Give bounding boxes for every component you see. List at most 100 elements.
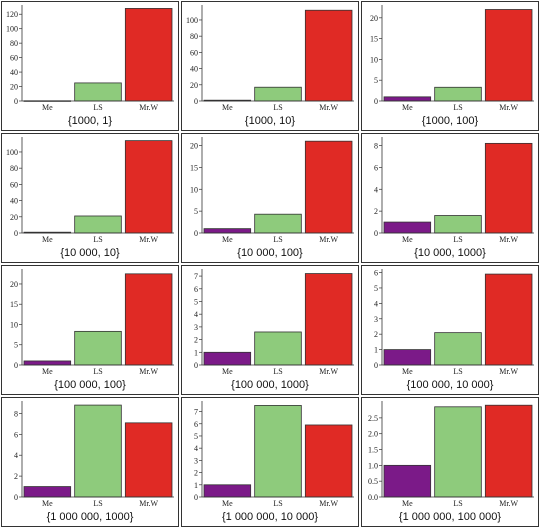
bar-mrw (124, 273, 173, 366)
y-tick-label: 15 (370, 35, 378, 44)
panel-title: {100 000, 10 000} (407, 379, 494, 391)
y-tick-label: 4 (374, 185, 378, 194)
bar-ls (254, 331, 302, 366)
y-tick-label: 7 (194, 272, 198, 281)
y-tick-label: 3 (194, 323, 198, 332)
chart-panel: Me LS Mr.W 0.0 0.5 1.0 1.5 2.0 2.5 {1 000 000, 10… (361, 397, 539, 527)
y-tick-label: 40 (190, 65, 198, 74)
panel-frame (181, 1, 359, 131)
bar-ls (434, 215, 482, 234)
panel-title: {10 000, 100} (237, 247, 303, 259)
category-label: LS (273, 499, 282, 508)
y-tick-label: 1.5 (368, 446, 378, 455)
y-tick-label: 0.0 (368, 493, 378, 502)
y-tick-label: 20 (190, 81, 198, 90)
bar-ls (74, 215, 122, 234)
y-tick-label: 10 (370, 55, 378, 64)
y-tick-label: 100 (6, 148, 18, 157)
category-label: Mr.W (319, 499, 338, 508)
y-tick-label: 4 (194, 444, 198, 453)
y-tick-label: 2.5 (368, 414, 378, 423)
y-tick-label: 2 (194, 336, 198, 345)
y-tick-label: 6 (374, 163, 378, 172)
y-tick-label: 4 (194, 310, 198, 319)
y-tick-label: 0 (194, 97, 198, 106)
y-tick-label: 0 (374, 229, 378, 238)
chart-panel: Me LS Mr.W 0 1 2 3 4 5 6 7 {100 000, 1000} (181, 265, 359, 395)
y-tick-label: 5 (374, 284, 378, 293)
panel-frame (361, 265, 539, 395)
y-tick-label: 60 (10, 180, 18, 189)
chart-panel: Me LS Mr.W 0 5 10 15 20 {1000, 100} (361, 1, 539, 131)
y-tick-label: 80 (10, 164, 18, 173)
bar-ls (434, 406, 482, 498)
category-label: Me (222, 103, 233, 112)
bar-mrw (484, 142, 533, 234)
category-label: LS (273, 103, 282, 112)
category-label: LS (93, 235, 102, 244)
category-label: LS (273, 367, 282, 376)
chart-panel: Me LS Mr.W 0 2 4 6 8 {10 000, 1000} (361, 133, 539, 263)
bar-me (23, 486, 72, 498)
category-label: Me (222, 499, 233, 508)
panel-title: {100 000, 1000} (231, 379, 309, 391)
bar-me (23, 360, 72, 366)
category-label: Me (222, 367, 233, 376)
y-tick-label: 4 (14, 451, 18, 460)
y-tick-label: 2 (14, 472, 18, 481)
chart-panel: Me LS Mr.W 0 20 40 60 80 100 {1000, 10} (181, 1, 359, 131)
category-label: Me (42, 103, 53, 112)
y-tick-label: 2 (374, 207, 378, 216)
category-label: LS (453, 499, 462, 508)
y-tick-label: 20 (190, 142, 198, 151)
panel-frame (1, 397, 179, 527)
category-label: LS (453, 367, 462, 376)
panel-frame (361, 133, 539, 263)
y-tick-label: 60 (190, 48, 198, 57)
category-label: Mr.W (139, 103, 158, 112)
y-tick-label: 0 (14, 229, 18, 238)
y-tick-label: 5 (374, 76, 378, 85)
panel-title: {1 000 000, 100 000} (399, 511, 501, 523)
y-tick-label: 5 (194, 207, 198, 216)
y-tick-label: 40 (10, 68, 18, 77)
y-tick-label: 20 (10, 280, 18, 289)
bar-ls (254, 213, 302, 234)
bar-mrw (484, 404, 533, 498)
y-tick-label: 60 (10, 54, 18, 63)
y-tick-label: 3 (374, 315, 378, 324)
category-label: LS (453, 235, 462, 244)
y-tick-label: 7 (194, 408, 198, 417)
bar-ls (434, 332, 482, 366)
category-label: Mr.W (139, 367, 158, 376)
y-tick-label: 0 (14, 97, 18, 106)
category-label: LS (93, 367, 102, 376)
chart-panel: Me LS Mr.W 0 2 4 6 8 {1 000 000, 1000} (1, 397, 179, 527)
panel-frame (1, 1, 179, 131)
category-label: LS (93, 103, 102, 112)
chart-panel: Me LS Mr.W 0 5 10 15 20 {10 000, 100} (181, 133, 359, 263)
panel-title: {100 000, 100} (54, 379, 126, 391)
bar-me (383, 96, 432, 102)
y-tick-label: 0 (14, 361, 18, 370)
y-tick-label: 20 (10, 83, 18, 92)
y-tick-label: 4 (374, 299, 378, 308)
y-tick-label: 0 (14, 493, 18, 502)
category-label: Mr.W (139, 235, 158, 244)
category-label: LS (93, 499, 102, 508)
y-tick-label: 2 (194, 469, 198, 478)
bar-me (203, 351, 252, 366)
y-tick-label: 5 (14, 341, 18, 350)
y-tick-label: 80 (190, 32, 198, 41)
y-tick-label: 1.0 (368, 461, 378, 470)
y-tick-label: 6 (194, 285, 198, 294)
bar-ls (254, 86, 302, 102)
category-label: Mr.W (319, 235, 338, 244)
bar-me (203, 484, 252, 498)
y-tick-label: 10 (190, 185, 198, 194)
y-tick-label: 5 (194, 432, 198, 441)
y-tick-label: 6 (374, 269, 378, 278)
category-label: Mr.W (499, 367, 518, 376)
panel-title: {1 000 000, 10 000} (222, 511, 318, 523)
